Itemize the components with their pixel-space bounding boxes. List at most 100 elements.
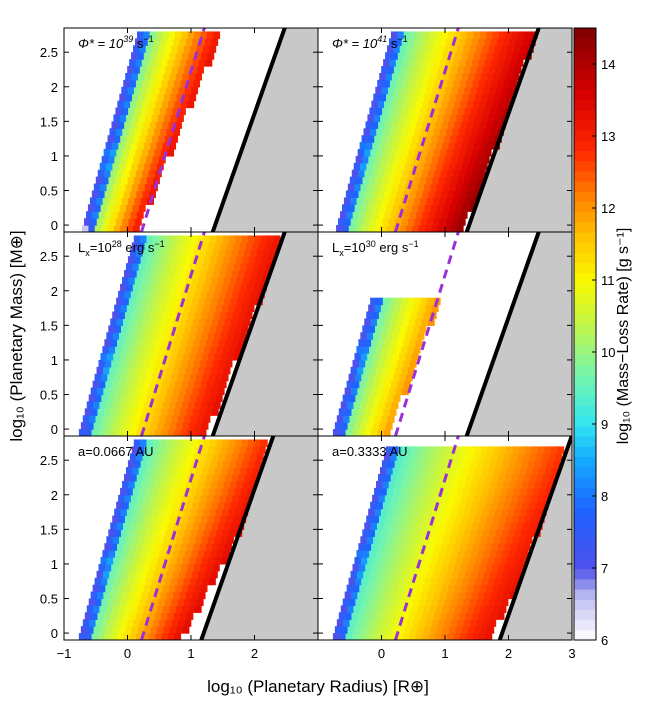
heatmap-cell	[86, 605, 94, 613]
heatmap-cell	[477, 570, 485, 579]
heatmap-cell	[524, 515, 532, 524]
heatmap-cell	[462, 446, 469, 454]
heatmap-cell	[265, 242, 273, 250]
heatmap-cell	[502, 570, 510, 579]
heatmap-cell	[162, 474, 170, 482]
heatmap-cell	[420, 460, 427, 468]
heatmap-cell	[181, 52, 189, 60]
heatmap-cell	[146, 550, 154, 558]
heatmap-cell	[440, 633, 448, 640]
heatmap-cell	[399, 45, 407, 53]
heatmap-cell	[452, 128, 460, 136]
heatmap-cell	[197, 439, 205, 447]
heatmap-cell	[174, 453, 182, 461]
heatmap-cell	[472, 522, 480, 530]
heatmap-cell	[346, 380, 354, 389]
heatmap-cell	[265, 263, 273, 271]
heatmap-cell	[187, 359, 195, 368]
heatmap-cell	[122, 128, 130, 136]
heatmap-cell	[252, 242, 260, 250]
heatmap-cell	[132, 93, 139, 102]
heatmap-cell	[152, 529, 160, 537]
heatmap-cell	[424, 114, 432, 122]
heatmap-cell	[375, 107, 383, 116]
heatmap-cell	[363, 387, 371, 396]
heatmap-cell	[225, 359, 233, 368]
heatmap-cell	[448, 605, 456, 613]
heatmap-cell	[404, 605, 412, 613]
heatmap-cell	[190, 304, 198, 313]
heatmap-cell	[153, 346, 161, 354]
heatmap-cell	[151, 467, 159, 475]
heatmap-cell	[467, 142, 475, 150]
heatmap-cell	[390, 211, 398, 219]
heatmap-cell	[226, 311, 234, 320]
heatmap-cell	[160, 408, 168, 416]
heatmap-cell	[130, 270, 138, 278]
heatmap-cell	[180, 543, 188, 551]
heatmap-cell	[427, 501, 435, 510]
heatmap-cell	[364, 169, 372, 178]
heatmap-cell	[354, 353, 362, 361]
heatmap-cell	[113, 373, 121, 382]
heatmap-cell	[386, 487, 394, 496]
heatmap-cell	[411, 467, 419, 475]
heatmap-cell	[387, 45, 394, 53]
heatmap-cell	[90, 218, 98, 226]
heatmap-cell	[164, 487, 172, 496]
heatmap-cell	[118, 142, 126, 150]
heatmap-cell	[382, 480, 390, 489]
heatmap-cell	[225, 339, 232, 347]
heatmap-cell	[156, 380, 164, 389]
heatmap-cell	[151, 577, 159, 586]
heatmap-cell	[421, 633, 429, 640]
heatmap-cell	[498, 453, 506, 461]
heatmap-cell	[355, 598, 363, 607]
heatmap-cell	[460, 563, 468, 572]
heatmap-cell	[210, 366, 218, 375]
heatmap-cell	[374, 598, 382, 607]
heatmap-cell	[492, 100, 499, 109]
heatmap-cell	[104, 543, 112, 551]
heatmap-cell	[428, 543, 436, 551]
heatmap-cell	[253, 283, 261, 292]
heatmap-cell	[155, 474, 163, 482]
heatmap-cell	[434, 190, 442, 199]
heatmap-cell	[148, 522, 156, 530]
heatmap-cell	[493, 93, 501, 102]
heatmap-cell	[164, 45, 172, 53]
heatmap-cell	[547, 480, 555, 489]
heatmap-cell	[129, 79, 137, 88]
heatmap-cell	[495, 529, 503, 537]
heatmap-cell	[136, 121, 144, 129]
heatmap-cell	[88, 394, 96, 403]
heatmap-cell	[396, 190, 404, 199]
heatmap-cell	[351, 612, 359, 620]
heatmap-cell	[184, 66, 192, 74]
heatmap-cell	[500, 557, 508, 565]
solid-reference-line	[210, 28, 287, 232]
heatmap-cell	[256, 453, 264, 461]
heatmap-cell	[485, 543, 493, 551]
heatmap-cell	[449, 183, 457, 192]
heatmap-cell	[385, 626, 393, 634]
heatmap-cell	[373, 93, 381, 102]
heatmap-cell	[123, 270, 131, 278]
colorbar-segment	[574, 599, 596, 610]
heatmap-cell	[150, 242, 158, 250]
heatmap-cell	[447, 79, 455, 88]
heatmap-cell	[348, 373, 356, 382]
heatmap-cell	[118, 515, 126, 524]
heatmap-cell	[452, 59, 460, 67]
heatmap-cell	[219, 380, 227, 389]
heatmap-cell	[382, 197, 389, 205]
heatmap-cell	[354, 577, 362, 586]
heatmap-cell	[516, 501, 524, 510]
heatmap-cell	[202, 487, 210, 496]
heatmap-cell	[431, 487, 439, 496]
heatmap-cell	[387, 304, 395, 313]
heatmap-cell	[115, 550, 123, 558]
heatmap-cell	[209, 235, 217, 243]
heatmap-cell	[116, 297, 124, 306]
heatmap-cell	[137, 72, 145, 81]
